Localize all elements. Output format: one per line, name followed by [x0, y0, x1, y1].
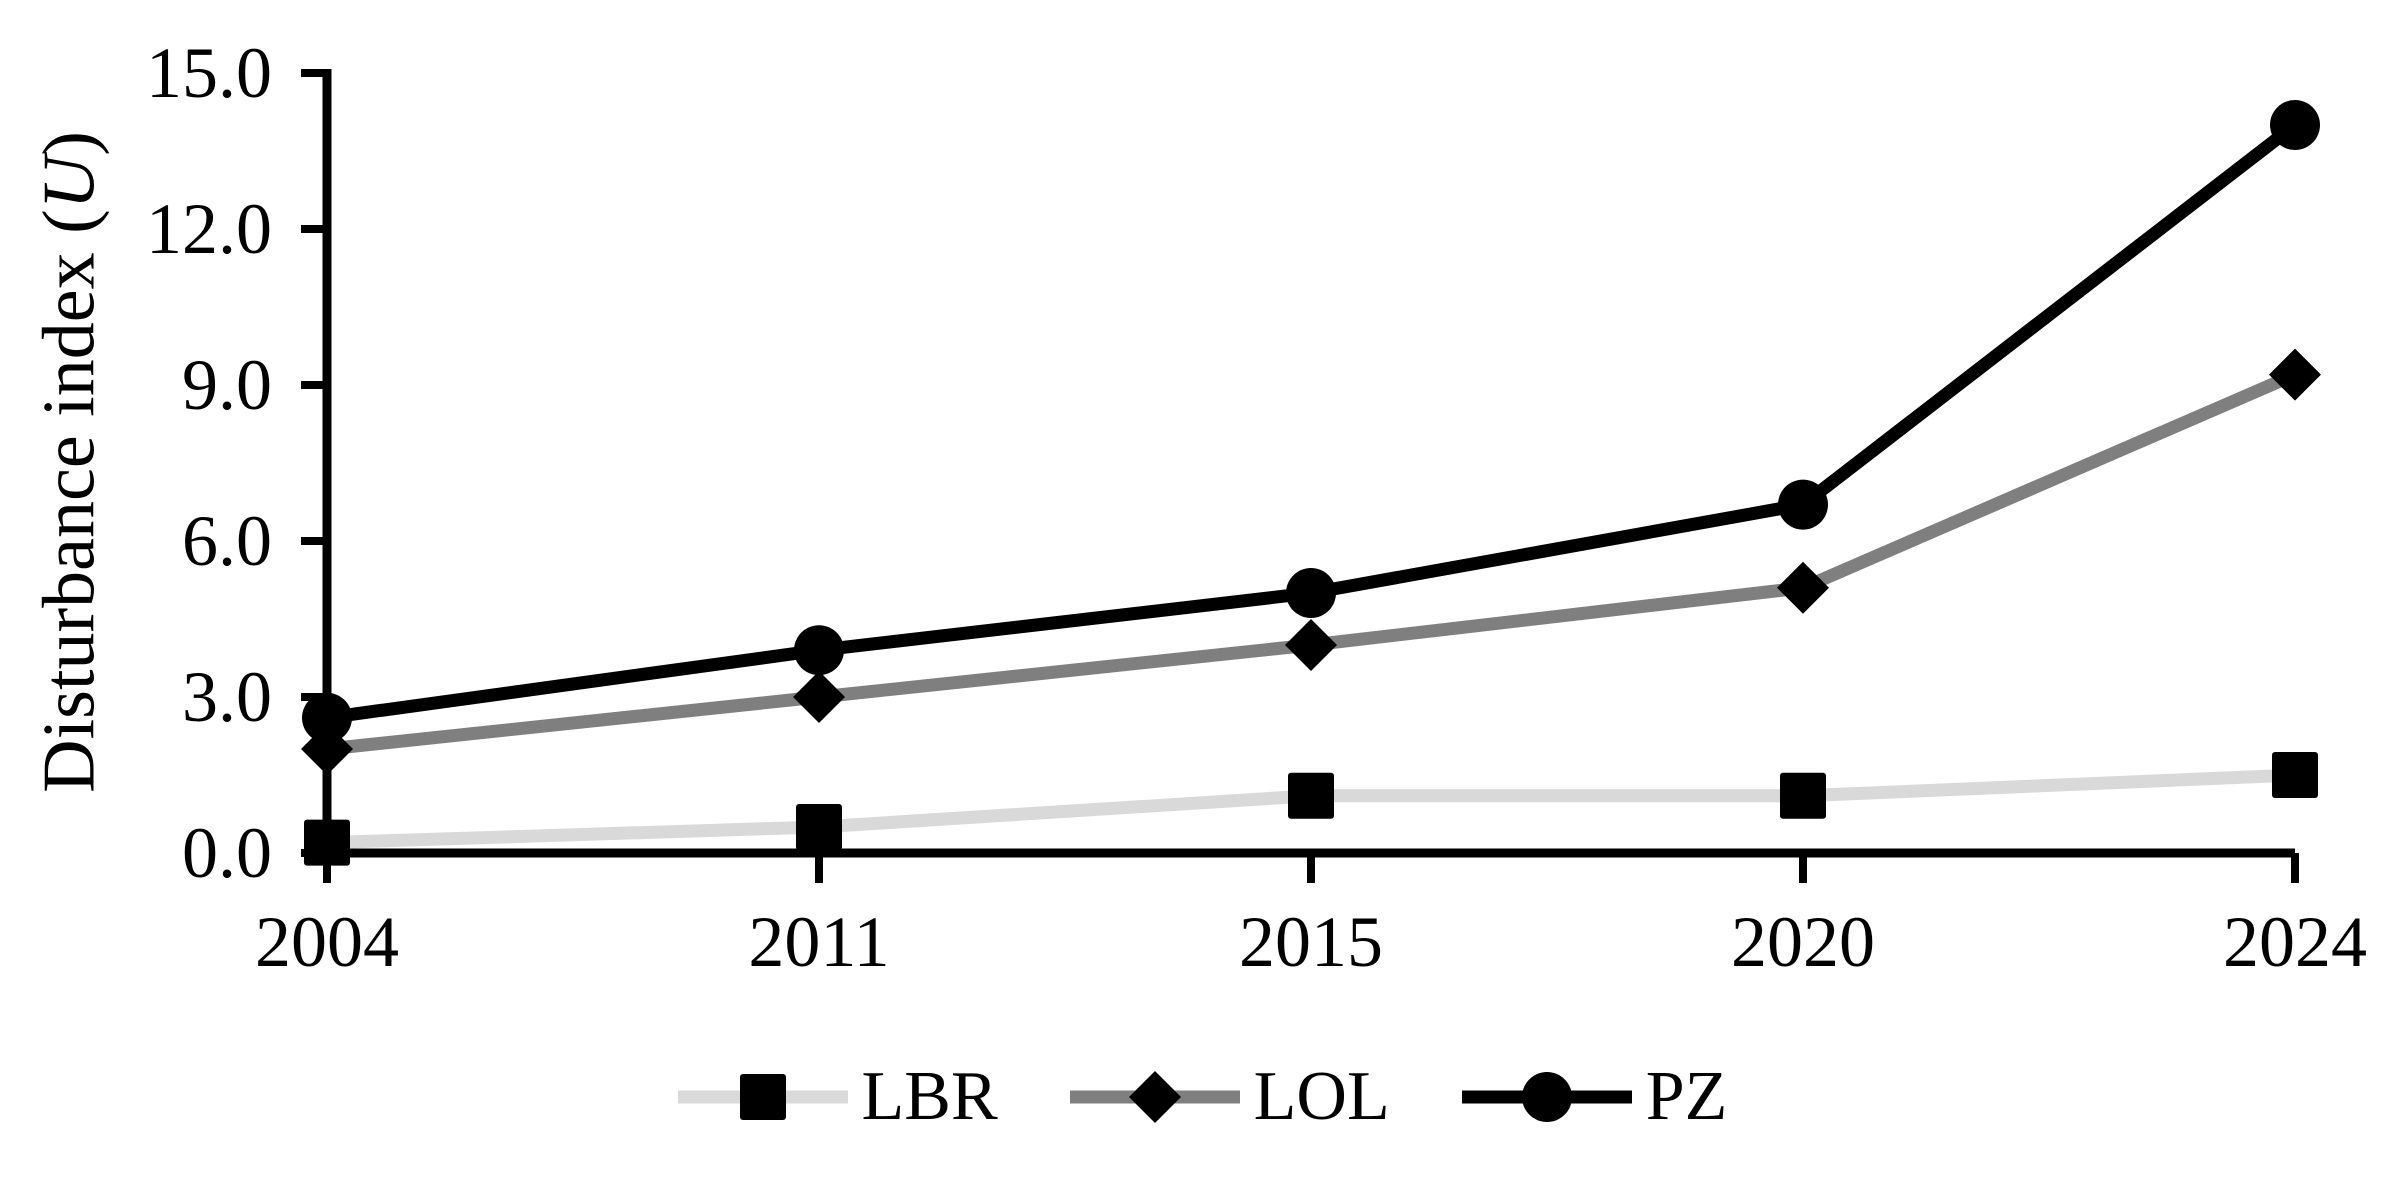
marker-diamond-icon: [793, 671, 845, 723]
x-tick-label: 2004: [255, 902, 399, 982]
y-axis-title: Disturbance index (U): [28, 131, 113, 793]
y-axis-title-prefix: Disturbance index (: [28, 209, 111, 793]
marker-circle-icon: [1521, 1072, 1572, 1122]
marker-square-icon: [1780, 772, 1826, 819]
marker-diamond-icon: [1128, 1071, 1181, 1123]
marker-square-icon: [1288, 772, 1334, 819]
marker-circle-icon: [1778, 479, 1828, 530]
marker-circle-icon: [302, 692, 352, 743]
marker-square-icon: [304, 819, 350, 866]
series-markers-pz: [302, 100, 2320, 743]
legend-item-label: PZ: [1645, 1058, 1728, 1135]
y-tick-label: 0.0: [182, 813, 272, 893]
marker-circle-icon: [794, 625, 844, 676]
marker-circle-icon: [2270, 100, 2320, 150]
x-tick-label: 2024: [2223, 902, 2367, 982]
y-tick-label: 15.0: [146, 33, 272, 113]
y-axis-title-variable: U: [28, 155, 111, 210]
x-tick-label: 2020: [1731, 902, 1875, 982]
marker-diamond-icon: [1777, 561, 1829, 614]
legend-item-lbr: LBR: [677, 1058, 998, 1135]
y-tick-label: 6.0: [182, 501, 272, 581]
y-tick-label: 3.0: [182, 657, 272, 737]
legend-item-label: LOL: [1253, 1058, 1390, 1135]
legend-item-pz: PZ: [1461, 1058, 1728, 1135]
axis-lines: [322, 69, 2295, 858]
x-tick-label: 2011: [748, 902, 889, 982]
legend-item-label: LBR: [861, 1058, 998, 1135]
y-axis-title-suffix: ): [28, 131, 111, 156]
legend-marker: [1521, 1072, 1572, 1122]
x-tick-label: 2015: [1239, 902, 1383, 982]
series-line-lol: [320, 368, 2302, 756]
marker-circle-icon: [1286, 568, 1336, 618]
legend-key-circle-icon: [1461, 1072, 1632, 1122]
legend-marker: [1128, 1071, 1181, 1123]
y-tick-label: 12.0: [146, 189, 272, 269]
legend-key-diamond-icon: [1069, 1071, 1240, 1123]
marker-diamond-icon: [2269, 348, 2321, 401]
marker-diamond-icon: [1285, 619, 1337, 671]
legend-item-lol: LOL: [1069, 1058, 1390, 1135]
y-tick-label: 9.0: [182, 345, 272, 425]
legend-marker: [739, 1074, 786, 1120]
series-markers-lol: [301, 348, 2321, 775]
marker-square-icon: [796, 804, 842, 850]
legend-key-square-icon: [677, 1074, 848, 1120]
legend: LBR LOL PZ: [0, 1062, 2405, 1132]
marker-square-icon: [739, 1074, 786, 1120]
marker-square-icon: [2272, 752, 2318, 798]
series-markers-lbr: [304, 752, 2318, 866]
